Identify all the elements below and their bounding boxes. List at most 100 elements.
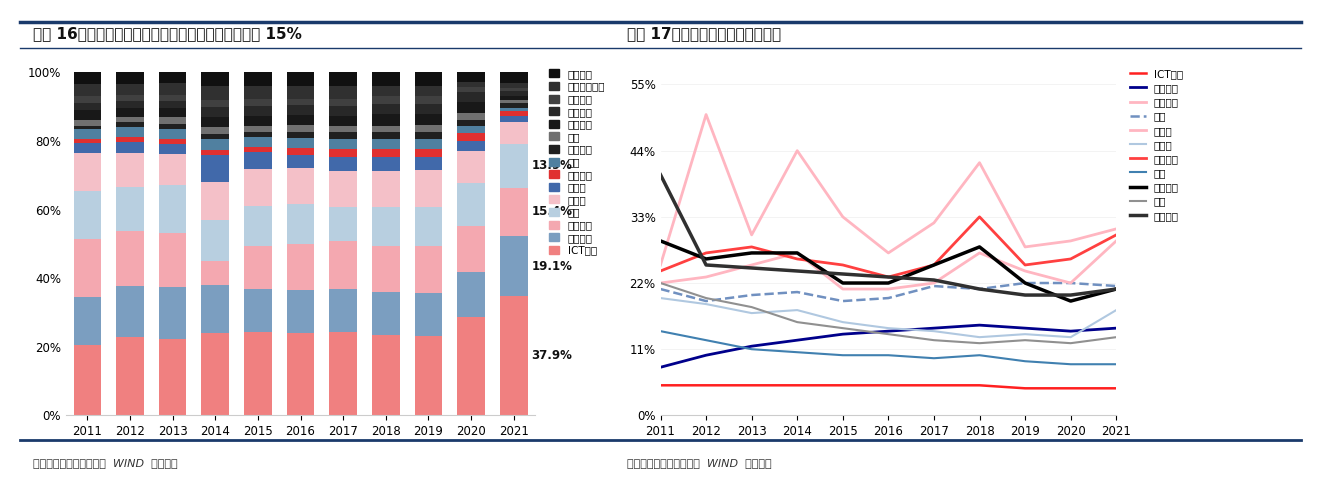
Bar: [116, 142, 144, 153]
Bar: [244, 289, 272, 332]
Bar: [457, 151, 485, 184]
Bar: [244, 106, 272, 116]
Bar: [159, 95, 186, 101]
Bar: [116, 337, 144, 415]
Bar: [415, 126, 443, 132]
Bar: [457, 87, 485, 92]
Bar: [201, 128, 229, 134]
Bar: [457, 82, 485, 87]
Bar: [244, 147, 272, 152]
Bar: [159, 287, 186, 339]
Bar: [201, 155, 229, 182]
Bar: [415, 114, 443, 126]
Bar: [415, 149, 443, 157]
Bar: [415, 293, 443, 336]
Bar: [415, 139, 443, 149]
Bar: [329, 126, 357, 132]
Bar: [74, 126, 102, 129]
Bar: [373, 292, 400, 336]
Bar: [499, 236, 527, 296]
Legend: 其他业务, 其他主营业务, 数码影音, 通讯产品, 系统工程, 电池, 厨卫产品, 运输, 特种业务, 机顶盒, 房地产, 彩电, 空调冰箱, 中间产品, IC: 其他业务, 其他主营业务, 数码影音, 通讯产品, 系统工程, 电池, 厨卫产品…: [550, 69, 605, 256]
Bar: [244, 86, 272, 99]
Bar: [159, 83, 186, 95]
Bar: [116, 95, 144, 101]
Bar: [201, 86, 229, 100]
Bar: [74, 297, 102, 345]
Bar: [373, 139, 400, 149]
Bar: [74, 345, 102, 415]
Bar: [244, 126, 272, 132]
Bar: [244, 132, 272, 137]
Bar: [287, 290, 314, 333]
Bar: [373, 336, 400, 415]
Bar: [415, 85, 443, 96]
Bar: [329, 170, 357, 207]
Bar: [457, 72, 485, 82]
Bar: [116, 85, 144, 95]
Bar: [159, 101, 186, 108]
Bar: [499, 111, 527, 115]
Bar: [74, 120, 102, 126]
Bar: [329, 116, 357, 126]
Bar: [499, 84, 527, 88]
Bar: [373, 86, 400, 96]
Bar: [74, 97, 102, 103]
Bar: [244, 245, 272, 289]
Bar: [201, 100, 229, 107]
Bar: [74, 103, 102, 110]
Bar: [415, 207, 443, 246]
Bar: [287, 155, 314, 168]
Bar: [373, 132, 400, 139]
Bar: [201, 261, 229, 285]
Bar: [499, 103, 527, 108]
Bar: [373, 104, 400, 114]
Bar: [499, 115, 527, 122]
Bar: [415, 246, 443, 293]
Bar: [159, 144, 186, 155]
Bar: [287, 244, 314, 290]
Bar: [415, 336, 443, 415]
Text: 图表 16：长虹营业收入构成，自有品牌电视占比不足 15%: 图表 16：长虹营业收入构成，自有品牌电视占比不足 15%: [33, 26, 303, 41]
Text: 19.1%: 19.1%: [531, 259, 572, 272]
Bar: [499, 91, 527, 96]
Bar: [201, 134, 229, 139]
Bar: [244, 72, 272, 86]
Bar: [457, 114, 485, 120]
Bar: [116, 108, 144, 117]
Bar: [499, 100, 527, 103]
Bar: [373, 72, 400, 86]
Bar: [499, 96, 527, 100]
Bar: [415, 104, 443, 114]
Bar: [287, 168, 314, 204]
Text: 37.9%: 37.9%: [531, 349, 572, 362]
Bar: [116, 286, 144, 337]
Text: 13.9%: 13.9%: [531, 159, 572, 172]
Bar: [201, 285, 229, 333]
Bar: [373, 157, 400, 170]
Bar: [373, 170, 400, 207]
Bar: [287, 204, 314, 244]
Bar: [415, 170, 443, 207]
Bar: [457, 92, 485, 102]
Bar: [159, 155, 186, 185]
Bar: [329, 207, 357, 241]
Bar: [74, 239, 102, 297]
Bar: [457, 102, 485, 114]
Bar: [329, 332, 357, 415]
Bar: [329, 139, 357, 149]
Bar: [499, 108, 527, 111]
Bar: [457, 226, 485, 271]
Bar: [74, 143, 102, 153]
Bar: [74, 85, 102, 97]
Bar: [74, 139, 102, 143]
Bar: [116, 117, 144, 122]
Bar: [287, 72, 314, 85]
Bar: [159, 124, 186, 129]
Bar: [116, 101, 144, 108]
Bar: [373, 114, 400, 126]
Bar: [329, 289, 357, 332]
Bar: [116, 127, 144, 137]
Bar: [329, 157, 357, 170]
Bar: [415, 157, 443, 170]
Bar: [287, 132, 314, 139]
